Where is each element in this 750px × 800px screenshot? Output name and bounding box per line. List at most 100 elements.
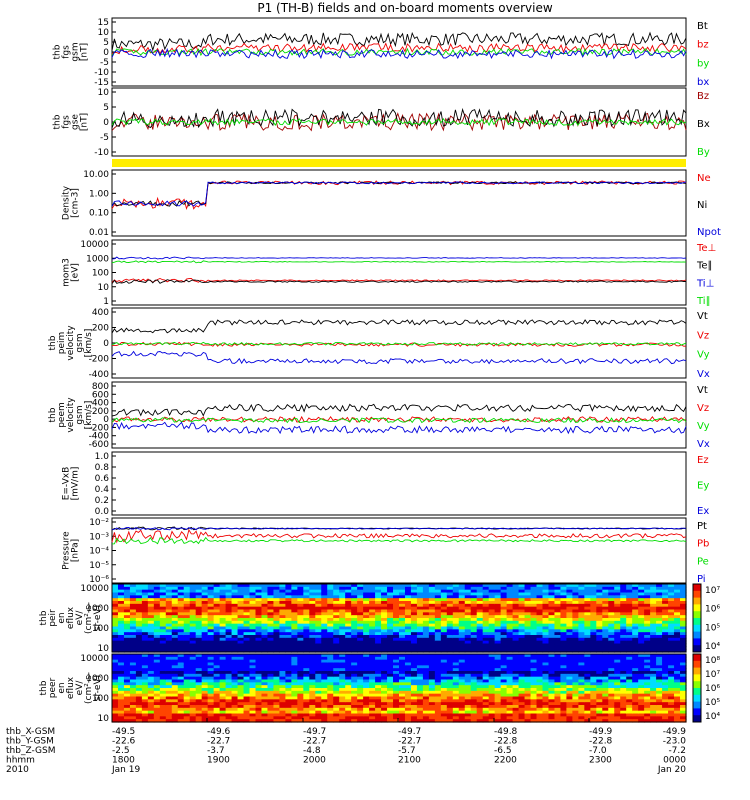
spectrogram-cell <box>620 620 627 625</box>
spectrogram-cell <box>135 584 143 588</box>
spectrogram-cell <box>387 609 394 613</box>
colorbar-step <box>693 660 701 665</box>
spectrogram-cell <box>536 690 544 695</box>
spectrogram-cell <box>590 646 597 650</box>
spectrogram-cell <box>213 705 221 709</box>
spectrogram-cell <box>578 626 585 630</box>
colorbar-step <box>693 594 701 599</box>
spectrogram-cell <box>650 640 657 645</box>
spectrogram-cell <box>303 656 310 661</box>
spectrogram-cell <box>393 612 400 616</box>
spectrogram-cell <box>267 592 275 596</box>
spectrogram-cell <box>219 637 227 642</box>
spectrogram-cell <box>249 671 257 675</box>
spectrogram-cell <box>261 637 269 642</box>
spectrogram-cell <box>315 656 322 661</box>
spectrogram-cell <box>345 637 352 642</box>
spectrogram-cell <box>141 662 149 666</box>
spectrogram-cell <box>506 716 514 720</box>
y-label-line: E=-VxB <box>62 467 72 501</box>
colorbar-step <box>693 701 701 706</box>
spectrogram-cell <box>674 719 681 723</box>
spectrogram-cell <box>482 716 490 720</box>
y-axis-label: thb peem velocity gsm [km/s] <box>48 397 94 433</box>
spectrogram-cell <box>488 649 496 653</box>
spectrogram-cell <box>422 699 430 703</box>
spectrogram-cell <box>112 609 119 613</box>
spectrogram-cell <box>578 629 585 633</box>
spectrogram-cell <box>440 598 448 602</box>
colorbar-step <box>693 698 701 703</box>
spectrogram-cell <box>494 646 502 650</box>
spectrogram-cell <box>452 702 460 706</box>
spectrogram-cell <box>261 618 269 622</box>
spectrogram-cell <box>207 623 215 628</box>
spectrogram-cell <box>524 665 532 669</box>
spectrogram-cell <box>195 659 203 664</box>
spectrogram-cell <box>345 643 352 647</box>
spectrogram-cell <box>554 603 562 608</box>
spectrogram-cell <box>434 643 442 647</box>
spectrogram-cell <box>590 606 597 611</box>
spectrogram-cell <box>357 676 364 681</box>
spectrogram-cell <box>375 719 382 723</box>
legend-entry: Vz <box>697 330 709 341</box>
spectrogram-cell <box>476 719 484 723</box>
spectrogram-cell <box>177 592 185 596</box>
spectrogram-cell <box>500 620 508 625</box>
spectrogram-cell <box>422 662 430 666</box>
spectrogram-cell <box>602 637 609 642</box>
spectrogram-cell <box>638 635 645 639</box>
spectrogram-cell <box>452 584 460 588</box>
spectrogram-cell <box>147 635 155 639</box>
spectrogram-cell <box>512 640 520 645</box>
spectrogram-cell <box>440 716 448 720</box>
spectrogram-cell <box>506 719 514 723</box>
spectrogram-cell <box>309 659 316 664</box>
spectrogram-cell <box>410 595 418 599</box>
spectrogram-cell <box>458 659 466 664</box>
spectrogram-cell <box>620 626 627 630</box>
spectrogram-cell <box>416 637 424 642</box>
spectrogram-cell <box>195 682 203 686</box>
spectrogram-cell <box>315 688 322 692</box>
spectrogram-cell <box>674 640 681 645</box>
spectrogram-cell <box>351 696 358 700</box>
spectrogram-cell <box>482 629 490 633</box>
spectrogram-cell <box>393 699 400 703</box>
spectrogram-cell <box>512 609 520 613</box>
spectrogram-cell <box>644 690 651 695</box>
y-tick-label: 100 <box>92 269 109 279</box>
spectrogram-cell <box>578 696 585 700</box>
spectrogram-cell <box>578 654 585 658</box>
spectrogram-cell <box>243 584 251 588</box>
spectrogram-cell <box>680 676 687 681</box>
spectrogram-cell <box>656 659 663 664</box>
spectrogram-cell <box>416 589 424 594</box>
y-tick-label: 0.2 <box>95 496 109 506</box>
spectrogram-cell <box>267 707 275 712</box>
spectrogram-cell <box>518 612 526 616</box>
spectrogram-cell <box>321 662 328 666</box>
spectrogram-cell <box>674 656 681 661</box>
spectrogram-cell <box>452 640 460 645</box>
spectrogram-cell <box>159 665 167 669</box>
spectrogram-cell <box>470 696 478 700</box>
spectrogram-cell <box>608 620 615 625</box>
spectrogram-cell <box>530 705 538 709</box>
spectrogram-cell <box>369 649 376 653</box>
spectrogram-cell <box>452 710 460 715</box>
spectrogram-cell <box>602 626 609 630</box>
spectrogram-cell <box>297 693 304 698</box>
spectrogram-cell <box>273 665 281 669</box>
spectrogram-cell <box>112 620 119 625</box>
spectrogram-cell <box>548 705 556 709</box>
spectrogram-cell <box>488 668 496 672</box>
spectrogram-cell <box>404 609 412 613</box>
spectrogram-cell <box>363 699 370 703</box>
spectrogram-cell <box>506 637 514 642</box>
spectrogram-cell <box>422 679 430 683</box>
spectrogram-cell <box>488 603 496 608</box>
spectrogram-cell <box>327 707 334 712</box>
spectrogram-cell <box>393 586 400 591</box>
